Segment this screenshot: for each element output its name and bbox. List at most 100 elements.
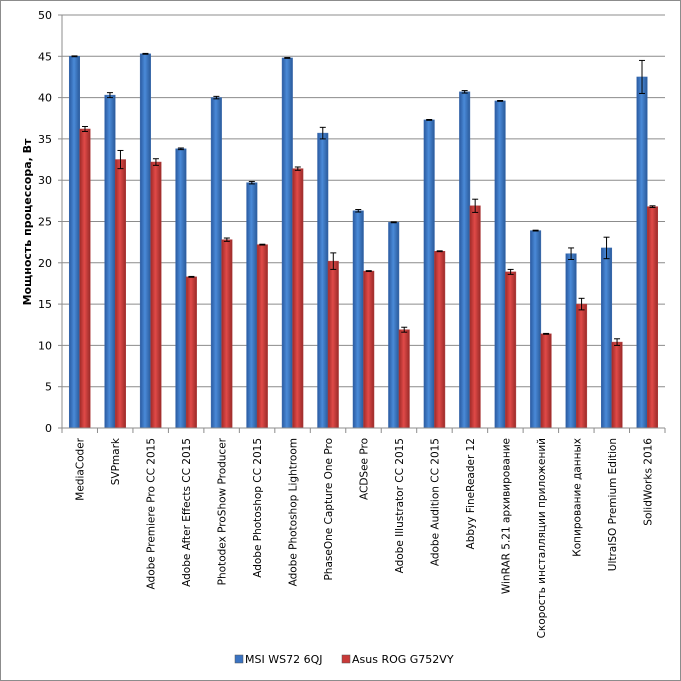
bar-asus — [79, 128, 91, 429]
x-tick-label: Adobe Illustrator CC 2015 — [394, 438, 406, 573]
bar-msi — [139, 53, 151, 429]
bar-asus — [363, 270, 375, 429]
x-tick-label: SolidWorks 2016 — [642, 438, 654, 526]
error-bar — [223, 237, 230, 242]
error-bar — [614, 338, 621, 346]
error-bar — [507, 268, 514, 275]
bar-msi — [601, 247, 613, 429]
error-bar — [401, 326, 408, 333]
error-bar — [177, 147, 184, 151]
bar-msi — [494, 100, 506, 429]
x-tick-label: Adobe Premiere Pro CC 2015 — [146, 438, 158, 589]
bar-asus — [292, 168, 304, 429]
y-tick-label: 35 — [38, 133, 52, 146]
bar-msi — [459, 91, 471, 429]
bar-asus — [469, 205, 481, 429]
x-tick-label: PhaseOne Capture One Pro — [323, 438, 335, 581]
error-bar — [248, 180, 255, 185]
y-tick-label: 50 — [38, 9, 52, 22]
x-tick-label: Adobe After Effects CC 2015 — [181, 438, 193, 587]
bar-asus — [398, 329, 410, 429]
error-bar — [152, 158, 159, 166]
bar-msi — [281, 57, 293, 429]
x-tick-label: Копирование данных — [571, 438, 583, 557]
bar-asus — [185, 276, 197, 429]
error-bar — [568, 247, 575, 260]
bar-msi — [317, 132, 329, 429]
bar-asus — [505, 271, 517, 429]
error-bar — [603, 236, 610, 260]
error-bar — [543, 332, 550, 335]
error-bar — [365, 270, 372, 272]
legend-swatch-asus — [341, 654, 351, 664]
legend-swatch-msi — [234, 654, 244, 664]
y-axis-label: Мощность процессора, Вт — [21, 138, 34, 305]
y-tick-label: 20 — [38, 257, 52, 270]
error-bar — [188, 275, 195, 278]
legend: MSI WS72 6QJ Asus ROG G752VY — [234, 653, 454, 666]
y-tick-label: 5 — [45, 381, 52, 394]
bar-asus — [540, 333, 552, 429]
bar-msi — [175, 148, 187, 429]
error-bar — [461, 90, 468, 94]
bar-asus — [256, 244, 268, 429]
error-bar — [355, 209, 362, 213]
bar-msi — [104, 94, 116, 429]
x-tick-label: WinRAR 5.21 архивирование — [500, 438, 512, 594]
error-bar — [294, 166, 301, 171]
y-tick-label: 30 — [38, 174, 52, 187]
error-bar — [213, 95, 220, 100]
bar-msi — [210, 97, 222, 429]
bar-msi — [565, 253, 577, 429]
error-bar — [532, 229, 539, 232]
error-bar — [81, 126, 88, 132]
y-tick-label: 40 — [38, 92, 52, 105]
error-bar — [117, 149, 124, 170]
y-tick-label: 15 — [38, 298, 52, 311]
x-tick-label: SVPmark — [110, 437, 122, 485]
x-tick-label: MediaCoder — [75, 437, 87, 500]
bar-asus — [150, 161, 162, 429]
error-bar — [426, 118, 433, 121]
legend-label-asus: Asus ROG G752VY — [352, 653, 454, 666]
x-tick-label: Adobe Photoshop Lightroom — [288, 438, 300, 586]
bar-msi — [636, 76, 648, 429]
x-tick-label: UltraISO Premium Edition — [607, 438, 619, 571]
bar-asus — [114, 159, 126, 429]
x-tick-label: Скорость инсталляции приложений — [536, 438, 548, 638]
error-bar — [71, 55, 78, 58]
error-bar — [578, 297, 585, 311]
x-tick-label: Photodex ProShow Producer — [217, 437, 229, 585]
legend-label-msi: MSI WS72 6QJ — [245, 653, 322, 666]
y-tick-label: 0 — [45, 422, 52, 435]
error-bar — [497, 99, 504, 102]
error-bar — [259, 243, 266, 246]
bar-msi — [68, 56, 80, 429]
bar-msi — [246, 182, 258, 429]
bar-asus — [611, 341, 623, 429]
bar-asus — [221, 239, 233, 429]
bar-asus — [576, 303, 588, 429]
y-tick-label: 45 — [38, 50, 52, 63]
x-tick-label: Abbyy FineReader 12 — [465, 438, 477, 549]
error-bar — [319, 126, 326, 140]
error-bar — [142, 52, 149, 55]
bar-msi — [530, 230, 542, 429]
error-bar — [639, 59, 646, 94]
error-bar — [330, 252, 337, 270]
x-tick-label: Adobe Photoshop CC 2015 — [252, 438, 264, 578]
error-bar — [284, 57, 291, 59]
bar-asus — [434, 250, 446, 429]
error-bar — [390, 221, 397, 224]
bar-asus — [327, 260, 339, 429]
x-tick-label: Adobe Audition CC 2015 — [429, 438, 441, 566]
bar-asus — [647, 206, 659, 429]
bar-msi — [352, 210, 364, 429]
y-tick-label: 25 — [38, 216, 52, 229]
bar-msi — [388, 222, 400, 429]
error-bar — [436, 250, 443, 253]
error-bar — [472, 198, 479, 213]
error-bar — [106, 92, 113, 99]
y-tick-label: 10 — [38, 339, 52, 352]
